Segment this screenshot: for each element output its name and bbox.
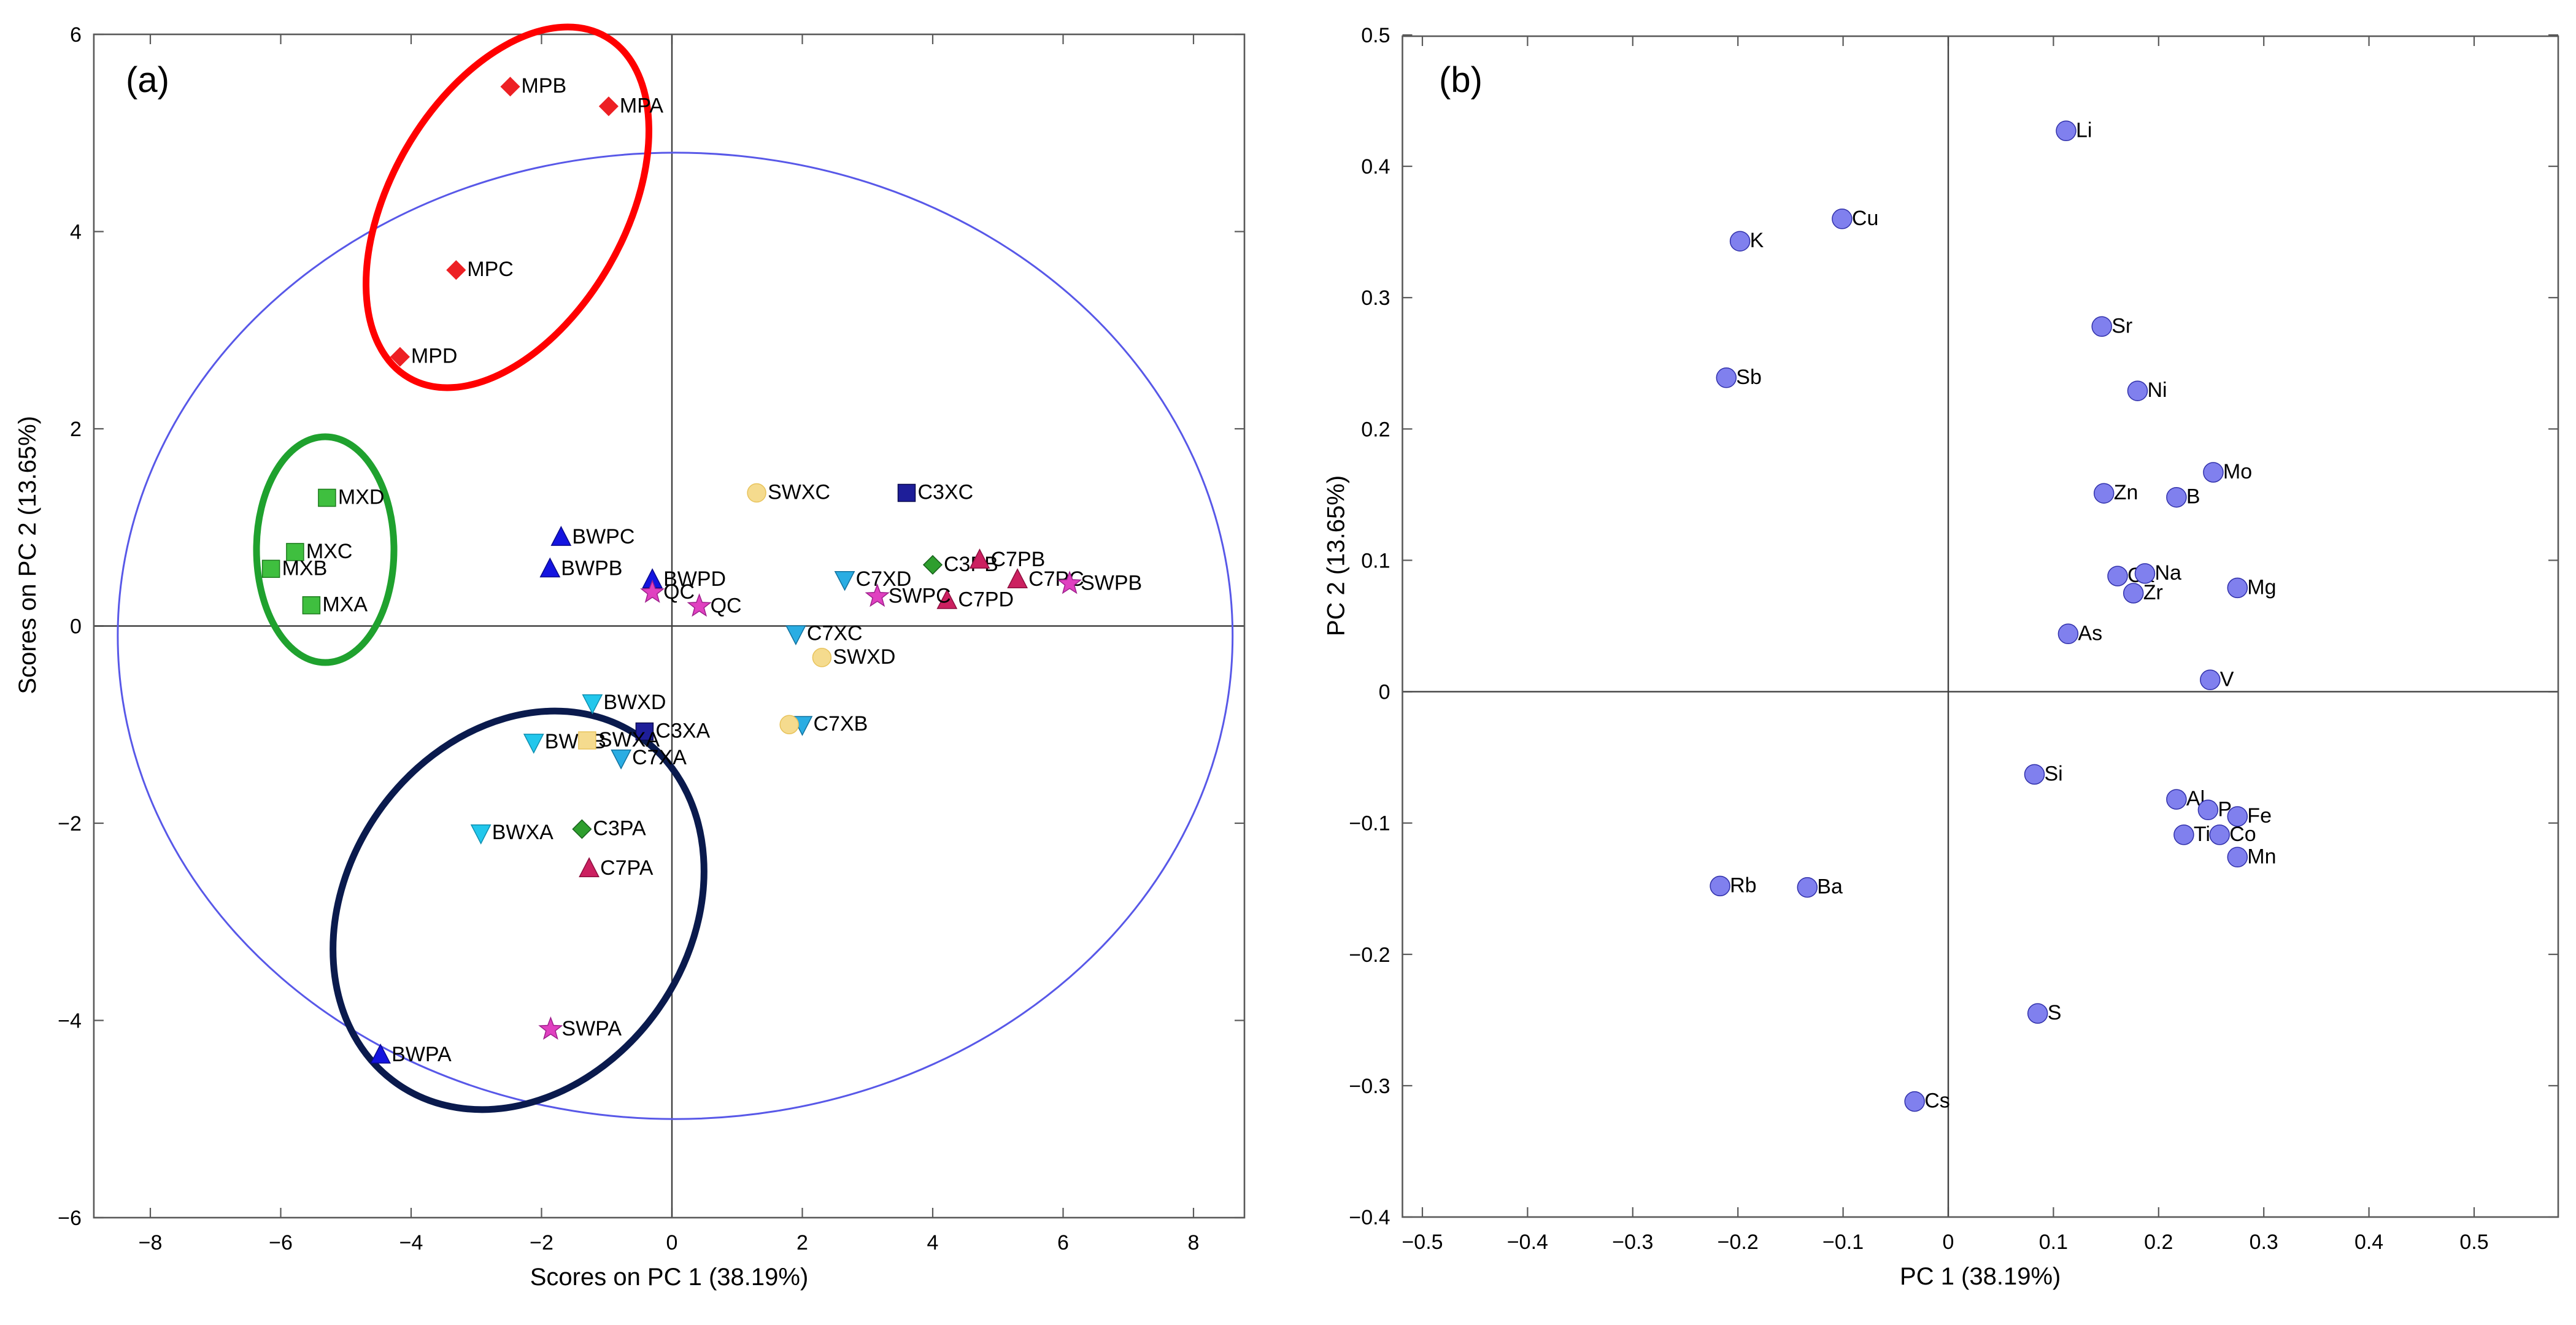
svg-text:2: 2 bbox=[796, 1231, 808, 1254]
svg-text:Sb: Sb bbox=[1736, 366, 1762, 389]
svg-text:Co: Co bbox=[2229, 823, 2256, 846]
svg-text:−2: −2 bbox=[530, 1231, 553, 1254]
svg-text:0.1: 0.1 bbox=[2039, 1231, 2068, 1254]
svg-text:−0.2: −0.2 bbox=[1349, 943, 1390, 967]
svg-text:QC: QC bbox=[663, 580, 695, 604]
svg-text:4: 4 bbox=[70, 221, 82, 244]
svg-text:6: 6 bbox=[1057, 1231, 1069, 1254]
svg-text:−0.2: −0.2 bbox=[1718, 1231, 1759, 1254]
svg-text:6: 6 bbox=[70, 23, 82, 47]
svg-text:−0.4: −0.4 bbox=[1507, 1231, 1548, 1254]
svg-text:Si: Si bbox=[2045, 762, 2063, 785]
svg-text:SWPB: SWPB bbox=[1081, 571, 1142, 594]
svg-text:0.1: 0.1 bbox=[1361, 549, 1390, 572]
svg-text:Cs: Cs bbox=[1924, 1089, 1950, 1113]
svg-text:C7XC: C7XC bbox=[807, 621, 863, 645]
svg-text:Scores on PC 1 (38.19%): Scores on PC 1 (38.19%) bbox=[530, 1264, 809, 1291]
svg-text:−6: −6 bbox=[269, 1231, 293, 1254]
svg-text:0.3: 0.3 bbox=[1361, 286, 1390, 310]
svg-text:−8: −8 bbox=[139, 1231, 163, 1254]
svg-text:MXA: MXA bbox=[322, 593, 368, 616]
svg-text:MPD: MPD bbox=[411, 345, 458, 368]
svg-text:Mo: Mo bbox=[2223, 460, 2252, 483]
svg-text:C3PB: C3PB bbox=[944, 553, 998, 576]
svg-text:C7XB: C7XB bbox=[814, 712, 868, 735]
svg-text:MXD: MXD bbox=[338, 486, 385, 509]
svg-text:MXB: MXB bbox=[282, 556, 328, 580]
svg-text:0.3: 0.3 bbox=[2250, 1231, 2278, 1254]
svg-text:C3XC: C3XC bbox=[918, 481, 974, 504]
svg-text:−0.4: −0.4 bbox=[1349, 1206, 1390, 1229]
svg-text:−6: −6 bbox=[58, 1207, 82, 1230]
svg-text:(b): (b) bbox=[1439, 60, 1483, 100]
svg-text:Scores on PC 2 (13.65%): Scores on PC 2 (13.65%) bbox=[14, 416, 41, 694]
svg-text:C3PA: C3PA bbox=[593, 817, 646, 840]
svg-text:QC: QC bbox=[711, 594, 742, 617]
svg-text:0: 0 bbox=[1943, 1231, 1954, 1254]
svg-text:Mg: Mg bbox=[2247, 575, 2276, 599]
svg-text:Cu: Cu bbox=[1852, 207, 1878, 230]
svg-text:−4: −4 bbox=[58, 1010, 82, 1033]
svg-text:BWXB: BWXB bbox=[545, 730, 606, 753]
svg-text:Zr: Zr bbox=[2143, 581, 2163, 604]
svg-text:Ba: Ba bbox=[1817, 875, 1843, 899]
svg-text:Ni: Ni bbox=[2148, 378, 2167, 402]
svg-text:8: 8 bbox=[1188, 1231, 1200, 1254]
svg-text:−0.3: −0.3 bbox=[1612, 1231, 1653, 1254]
svg-text:0.2: 0.2 bbox=[2144, 1231, 2173, 1254]
svg-text:PC 2 (13.65%): PC 2 (13.65%) bbox=[1323, 475, 1350, 636]
svg-text:4: 4 bbox=[927, 1231, 939, 1254]
svg-text:C3XA: C3XA bbox=[655, 720, 710, 743]
svg-text:−0.1: −0.1 bbox=[1822, 1231, 1864, 1254]
svg-text:0: 0 bbox=[1379, 681, 1390, 704]
svg-text:B: B bbox=[2186, 485, 2200, 509]
svg-text:SWXA: SWXA bbox=[598, 728, 660, 751]
svg-text:Mn: Mn bbox=[2247, 845, 2276, 868]
svg-text:BWPB: BWPB bbox=[561, 556, 622, 580]
svg-text:Sr: Sr bbox=[2111, 314, 2132, 337]
svg-text:−0.3: −0.3 bbox=[1349, 1075, 1390, 1098]
svg-text:MPA: MPA bbox=[620, 94, 663, 117]
svg-text:0.5: 0.5 bbox=[1361, 24, 1390, 47]
svg-text:−0.5: −0.5 bbox=[1402, 1231, 1443, 1254]
svg-text:Li: Li bbox=[2076, 118, 2092, 142]
svg-text:SWXD: SWXD bbox=[833, 645, 895, 669]
svg-text:MPC: MPC bbox=[467, 258, 514, 281]
svg-text:BWXA: BWXA bbox=[492, 821, 553, 844]
svg-text:S: S bbox=[2048, 1001, 2062, 1024]
svg-text:C7PA: C7PA bbox=[600, 856, 654, 880]
svg-text:2: 2 bbox=[70, 418, 82, 441]
svg-text:0: 0 bbox=[666, 1231, 678, 1254]
svg-text:BWXD: BWXD bbox=[603, 691, 666, 714]
svg-text:K: K bbox=[1750, 229, 1764, 252]
svg-text:As: As bbox=[2078, 621, 2102, 645]
svg-text:−0.1: −0.1 bbox=[1349, 812, 1390, 835]
svg-text:Rb: Rb bbox=[1730, 874, 1756, 897]
svg-text:SWPA: SWPA bbox=[561, 1017, 622, 1040]
svg-text:SWPC: SWPC bbox=[889, 584, 951, 607]
svg-text:MPB: MPB bbox=[522, 74, 567, 98]
svg-text:BWPA: BWPA bbox=[391, 1043, 452, 1066]
svg-text:−2: −2 bbox=[58, 812, 82, 835]
svg-text:C7PD: C7PD bbox=[958, 588, 1014, 612]
svg-text:0.5: 0.5 bbox=[2459, 1231, 2488, 1254]
svg-text:C7PC: C7PC bbox=[1028, 567, 1084, 591]
svg-text:V: V bbox=[2220, 667, 2234, 691]
svg-text:0.4: 0.4 bbox=[1361, 155, 1390, 179]
svg-text:BWPC: BWPC bbox=[572, 525, 634, 548]
svg-text:0: 0 bbox=[70, 615, 82, 639]
svg-text:−4: −4 bbox=[399, 1231, 423, 1254]
svg-text:Zn: Zn bbox=[2114, 481, 2138, 504]
svg-text:Ti: Ti bbox=[2194, 823, 2210, 846]
svg-text:PC 1 (38.19%): PC 1 (38.19%) bbox=[1900, 1263, 2061, 1290]
svg-text:SWXC: SWXC bbox=[768, 481, 830, 504]
svg-text:0.2: 0.2 bbox=[1361, 418, 1390, 441]
svg-text:0.4: 0.4 bbox=[2354, 1231, 2383, 1254]
svg-text:(a): (a) bbox=[126, 60, 169, 100]
